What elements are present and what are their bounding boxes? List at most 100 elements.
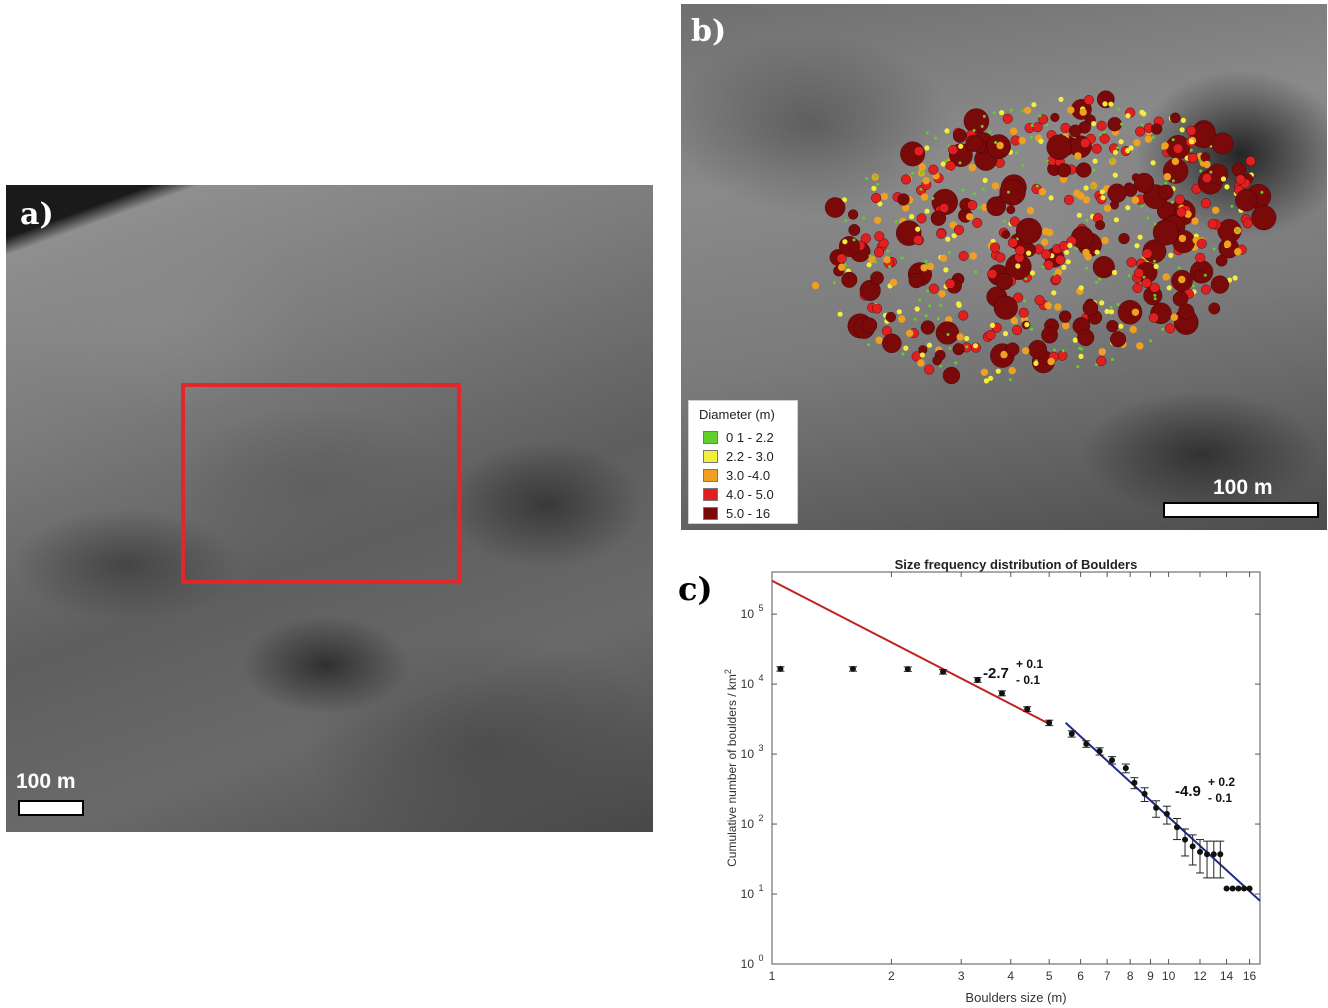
boulder-mark [920, 264, 928, 272]
boulder-mark [1059, 175, 1068, 183]
boulder-mark [1177, 266, 1181, 270]
boulder-mark [882, 333, 902, 353]
boulder-mark [942, 366, 960, 385]
x-tick-label: 14 [1220, 969, 1234, 983]
boulder-mark [1030, 124, 1034, 127]
boulder-mark [1152, 219, 1179, 246]
boulder-mark [1064, 249, 1070, 255]
boulder-mark [1003, 219, 1006, 223]
boulder-mark [1041, 265, 1045, 269]
y-axis-label: Cumulative number of boulders / km2 [723, 669, 739, 867]
boulder-mark [972, 192, 976, 196]
data-point [1210, 851, 1217, 858]
boulder-mark [1187, 153, 1198, 164]
boulder-mark [861, 317, 878, 334]
boulder-mark [1045, 123, 1049, 127]
boulder-mark [936, 228, 947, 239]
boulder-mark [1235, 229, 1239, 232]
x-tick-label: 8 [1127, 969, 1134, 983]
boulder-mark [982, 177, 988, 183]
boulder-mark [939, 254, 948, 262]
boulder-mark [874, 231, 885, 242]
boulder-mark [1055, 254, 1066, 265]
boulder-mark [1062, 322, 1070, 330]
boulder-mark [1009, 216, 1020, 227]
boulder-mark [1092, 158, 1098, 164]
boulder-mark [944, 128, 950, 134]
boulder-mark [945, 278, 956, 289]
boulder-mark [1000, 350, 1008, 359]
boulder-mark [1047, 357, 1055, 366]
boulder-mark [936, 317, 940, 321]
boulder-mark [1033, 360, 1039, 366]
boulder-mark [1078, 353, 1084, 359]
boulder-mark [1207, 219, 1218, 230]
boulder-mark [902, 204, 910, 212]
x-tick-label: 2 [888, 969, 895, 983]
data-point [1141, 790, 1148, 797]
boulder-mark [1059, 310, 1072, 323]
boulder-mark [1110, 331, 1127, 348]
boulder-mark [943, 267, 949, 273]
boulder-mark [932, 355, 942, 366]
boulder-mark [983, 378, 989, 384]
boulder-mark [947, 251, 951, 255]
boulder-mark [1186, 125, 1197, 136]
boulder-mark [913, 146, 924, 157]
boulder-mark [916, 213, 927, 224]
y-tick-exponent: 1 [758, 883, 763, 893]
boulder-mark [1153, 222, 1157, 226]
data-point [1204, 851, 1211, 858]
boulder-mark [1106, 320, 1119, 333]
boulder-mark [919, 352, 925, 358]
boulder-mark [1030, 327, 1034, 331]
boulder-mark [883, 256, 891, 264]
boulder-mark [901, 352, 905, 356]
boulder-mark [1137, 234, 1143, 240]
boulder-mark [874, 216, 882, 224]
legend-item: 0 1 - 2.2 [703, 429, 774, 445]
boulder-mark [1032, 122, 1043, 133]
boulder-mark [1118, 233, 1130, 245]
boulder-mark [930, 210, 947, 226]
boulder-mark [1006, 205, 1016, 215]
boulder-mark [1245, 155, 1256, 166]
boulder-mark [1015, 263, 1021, 269]
boulder-mark [871, 192, 882, 203]
legend-swatch [703, 468, 718, 482]
boulder-mark [968, 163, 977, 172]
boulder-mark [945, 236, 951, 242]
x-tick-label: 10 [1162, 969, 1176, 983]
fit-line [771, 579, 1050, 725]
boulder-mark [980, 368, 989, 376]
boulder-mark [870, 271, 884, 285]
boulder-mark [1152, 259, 1156, 263]
data-point [1223, 885, 1230, 892]
legend-label: 0 1 - 2.2 [726, 429, 774, 445]
boulder-mark [1099, 133, 1110, 144]
y-tick-exponent: 0 [758, 953, 763, 963]
legend-item: 3.0 -4.0 [703, 467, 770, 483]
boulder-mark [1142, 248, 1153, 259]
boulder-mark [909, 214, 915, 220]
boulder-mark [894, 220, 898, 224]
boulder-mark [1008, 366, 1016, 375]
boulder-mark [844, 219, 848, 222]
boulder-mark [1164, 181, 1168, 185]
boulder-mark [1083, 94, 1094, 105]
y-tick-exponent: 5 [758, 603, 763, 613]
boulder-mark [913, 234, 924, 245]
boulder-mark [1092, 168, 1096, 172]
boulder-mark [1169, 112, 1181, 124]
boulder-mark [1063, 194, 1074, 205]
boulder-mark [924, 208, 930, 214]
boulder-mark [926, 262, 935, 271]
boulder-mark [1041, 326, 1058, 344]
fit-slope-label: -2.7 [983, 665, 1009, 682]
legend-label: 3.0 -4.0 [726, 467, 771, 483]
boulder-mark [924, 259, 928, 263]
boulder-mark [1076, 365, 1080, 369]
boulder-mark [1077, 329, 1095, 347]
boulder-mark [911, 171, 915, 175]
boulder-mark [1251, 205, 1277, 231]
